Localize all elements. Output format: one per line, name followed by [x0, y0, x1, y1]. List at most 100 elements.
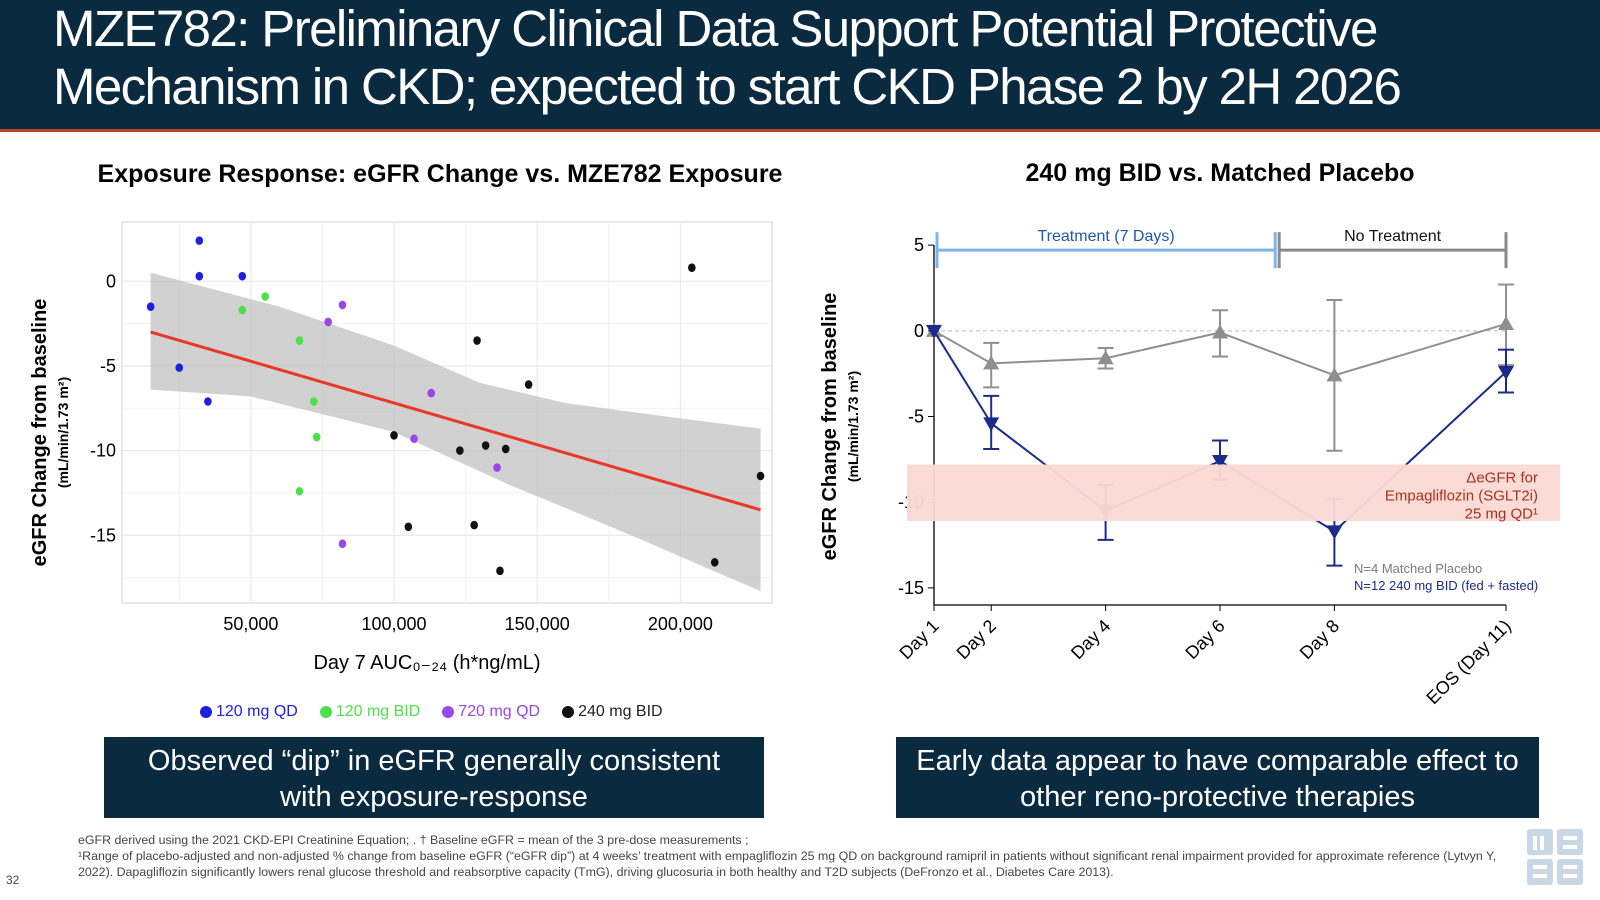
legend-n-4-matched-placebo: N=4 Matched Placebo — [1354, 561, 1482, 576]
point-240-mg-bid — [390, 431, 398, 440]
x-tick-label: Day 6 — [1181, 616, 1228, 663]
period-treatment-7-days-label: Treatment (7 Days) — [1037, 228, 1174, 245]
point-720-mg-qd — [338, 300, 347, 310]
point-240-mg-bid — [473, 336, 481, 345]
point-720-mg-qd — [324, 317, 332, 327]
legend-item-720-mg-qd: 720 mg QD — [442, 703, 540, 721]
legend-label: 240 mg BID — [578, 703, 663, 720]
x-tick-label: Day 2 — [953, 616, 1000, 663]
title-line-1: MZE782: Preliminary Clinical Data Suppor… — [53, 0, 1378, 57]
y-axis-label: eGFR Change from baseline — [819, 293, 841, 561]
left-chart-title: Exposure Response: eGFR Change vs. MZE78… — [97, 160, 783, 188]
point-720-mg-qd — [493, 463, 501, 472]
title-line-2: Mechanism in CKD; expected to start CKD … — [53, 58, 1402, 115]
slide-header: MZE782: Preliminary Clinical Data Suppor… — [0, 0, 1600, 132]
x-tick-label: EOS (Day 11) — [1422, 616, 1514, 708]
point-240-mg-bid — [501, 444, 510, 454]
legend-item-240-mg-bid: 240 mg BID — [562, 703, 663, 721]
y-axis-units: (mL/min/1.73 m²) — [55, 377, 71, 488]
period-no-treatment-label: No Treatment — [1344, 228, 1441, 245]
x-tick-label: 200,000 — [648, 614, 713, 634]
marker-n-12-240-mg-bid-fed-fasted — [1212, 455, 1228, 470]
y-axis-label: eGFR Change from baseline — [29, 299, 51, 567]
point-120-mg-bid — [295, 336, 304, 345]
legend-label: 120 mg BID — [335, 703, 421, 720]
callout-right-line-2: other reno-protective therapies — [1020, 781, 1415, 813]
y-axis-label-group: eGFR Change from baseline (mL/min/1.73 m²… — [29, 299, 71, 567]
confidence-band — [150, 272, 761, 592]
y-axis-label-group: eGFR Change from baseline (mL/min/1.73 m²… — [819, 293, 861, 561]
point-240-mg-bid — [688, 263, 696, 273]
point-240-mg-bid — [524, 380, 533, 389]
line-n-4-matched-placebo — [933, 323, 1507, 377]
callout-left-line-2: with exposure-response — [280, 781, 588, 813]
y-tick-label: 0 — [106, 271, 116, 291]
point-120-mg-qd — [204, 397, 212, 406]
point-120-mg-qd — [146, 302, 155, 311]
point-120-mg-bid — [310, 397, 318, 406]
callout-right: Early data appear to have comparable eff… — [896, 737, 1539, 818]
x-tick-label: 50,000 — [223, 614, 278, 634]
legend-dot-icon — [319, 706, 332, 718]
point-240-mg-bid — [756, 471, 765, 481]
y-tick-label: -15 — [898, 578, 924, 598]
point-720-mg-qd — [338, 539, 347, 549]
marker-n-12-240-mg-bid-fed-fasted — [1326, 525, 1343, 540]
legend-n-12-240-mg-bid-fed-fasted: N=12 240 mg BID (fed + fasted) — [1354, 578, 1538, 593]
footnote-2: ¹Range of placebo-adjusted and non-adjus… — [78, 849, 1497, 879]
x-tick-label: Day 8 — [1296, 616, 1343, 663]
y-tick-label: -5 — [100, 356, 116, 376]
footnotes: eGFR derived using the 2021 CKD-EPI Crea… — [78, 832, 1518, 880]
legend-dot-icon — [442, 706, 455, 718]
marker-n-4-matched-placebo — [1097, 350, 1114, 365]
point-120-mg-bid — [312, 432, 321, 442]
reference-band-label: 25 mg QD¹ — [1465, 505, 1538, 522]
point-240-mg-bid — [481, 441, 490, 450]
marker-n-4-matched-placebo — [983, 355, 1000, 370]
point-120-mg-qd — [175, 363, 184, 372]
point-120-mg-bid — [238, 305, 247, 315]
marker-n-4-matched-placebo — [1326, 367, 1343, 382]
scatter-legend: 120 mg QD 120 mg BID 720 mg QD 240 mg BID — [200, 703, 663, 721]
y-tick-label: -15 — [90, 525, 116, 545]
point-120-mg-qd — [195, 236, 204, 245]
marker-n-12-240-mg-bid-fed-fasted — [1498, 365, 1514, 380]
x-tick-label: 150,000 — [505, 614, 570, 634]
legend-dot-icon — [562, 706, 575, 718]
point-240-mg-bid — [456, 446, 464, 455]
callout-right-line-1: Early data appear to have comparable eff… — [916, 745, 1519, 777]
legend-dot-icon — [200, 706, 212, 718]
point-240-mg-bid — [404, 522, 413, 532]
reference-band-label: ΔeGFR for — [1466, 469, 1538, 486]
slide-title: MZE782: Preliminary Clinical Data Suppor… — [53, 0, 1573, 116]
x-tick-label: Day 1 — [895, 616, 942, 663]
callout-left-line-1: Observed “dip” in eGFR generally consist… — [147, 745, 721, 777]
page-number: 32 — [6, 873, 20, 887]
point-720-mg-qd — [427, 388, 436, 398]
point-720-mg-qd — [410, 434, 418, 444]
legend-label: 720 mg QD — [458, 703, 541, 720]
point-120-mg-bid — [295, 486, 304, 496]
footnote-1: eGFR derived using the 2021 CKD-EPI Crea… — [78, 833, 749, 847]
callout-left: Observed “dip” in eGFR generally consist… — [104, 737, 764, 818]
reference-band-label: Empagliflozin (SGLT2i) — [1385, 487, 1538, 504]
marker-n-12-240-mg-bid-fed-fasted — [926, 324, 942, 339]
y-axis-units: (mL/min/1.73 m²) — [845, 371, 861, 482]
point-120-mg-qd — [195, 271, 204, 281]
exposure-response-chart: 50,000 100,000 150,000 200,000 0 -5 -10 -15 Day … — [29, 221, 773, 674]
company-logo-icon — [1527, 829, 1583, 885]
point-120-mg-bid — [261, 292, 269, 301]
point-240-mg-bid — [470, 520, 479, 530]
regression-line — [150, 330, 761, 512]
legend-item-120-mg-qd: 120 mg QD — [200, 703, 298, 721]
point-240-mg-bid — [710, 558, 719, 567]
legend-item-120-mg-bid: 120 mg BID — [319, 703, 421, 721]
marker-n-4-matched-placebo — [1212, 324, 1228, 339]
legend-label: 120 mg QD — [216, 703, 298, 720]
empagliflozin-reference-band — [907, 464, 1560, 522]
y-tick-label: 0 — [914, 321, 924, 341]
marker-n-4-matched-placebo — [1498, 315, 1514, 330]
x-tick-label: Day 4 — [1067, 616, 1114, 663]
y-tick-label: 5 — [914, 235, 924, 255]
